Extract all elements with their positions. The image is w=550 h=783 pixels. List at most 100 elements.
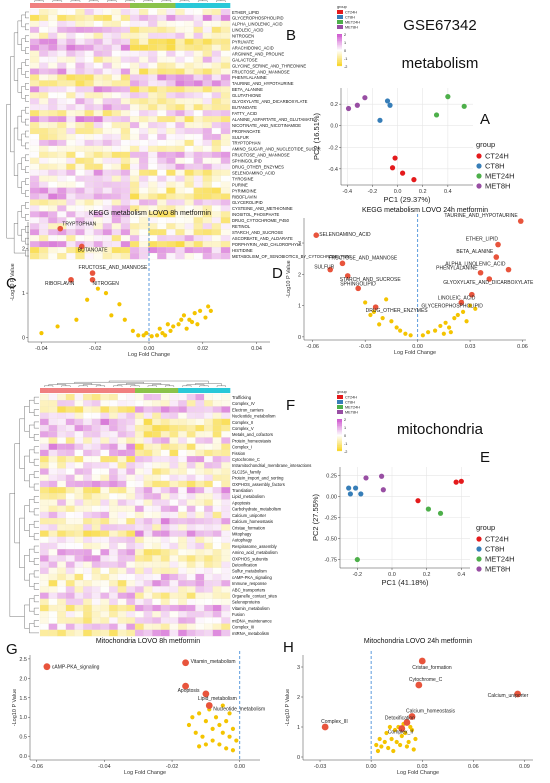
volcano-point	[391, 748, 396, 754]
heatmap-cell	[134, 406, 144, 413]
heatmap-cell	[160, 542, 170, 550]
heatmap-cell	[157, 50, 167, 57]
heatmap-cell	[166, 235, 176, 242]
heatmap-cell	[57, 549, 67, 556]
heatmap-cell	[75, 235, 85, 242]
heatmap-cell	[160, 586, 170, 593]
heatmap-cell	[202, 110, 213, 117]
heatmap-cell	[148, 98, 158, 105]
heatmap-cell	[195, 573, 205, 581]
volcano-point	[197, 308, 203, 313]
heatmap-cell	[184, 229, 194, 236]
heatmap-cell	[221, 555, 231, 562]
heatmap-cell	[57, 127, 67, 135]
volcano-point-label: Calcium_uniporter	[488, 693, 529, 699]
heatmap-cell	[111, 247, 122, 254]
heatmap-cell	[193, 74, 204, 81]
dendrogram-branch	[17, 163, 22, 188]
heatmap-cell	[100, 629, 110, 637]
volcano-point	[399, 733, 404, 739]
heatmap-cell	[175, 26, 185, 34]
heatmap-cell	[148, 145, 158, 153]
heatmap-row-label: SPHINGOLIPID	[232, 159, 262, 164]
volcano-point	[103, 291, 109, 296]
heatmap-cell	[195, 524, 205, 531]
heatmap-cell	[148, 8, 158, 16]
heatmap-cell	[143, 505, 153, 513]
heatmap-cell	[184, 14, 194, 22]
heatmap-cell	[148, 74, 158, 81]
heatmap-cell	[195, 617, 205, 624]
heatmap-cell	[134, 418, 144, 426]
volcano-point	[203, 719, 208, 724]
heatmap-cell	[134, 412, 144, 420]
volcano-point-label: BETA_ALANINE	[456, 249, 494, 255]
heatmap-cell	[66, 199, 76, 206]
volcano-point	[374, 742, 379, 748]
heatmap-cell	[65, 449, 75, 457]
heatmap-group-bar-cell	[66, 3, 76, 8]
heatmap-cell	[134, 611, 144, 618]
heatmap-cell	[193, 116, 204, 123]
heatmap-cell	[100, 592, 110, 600]
heatmap-cell	[211, 116, 222, 123]
heatmap-cell	[126, 468, 136, 475]
dendrogram-branch	[52, 0, 63, 2]
heatmap-group-bar-cell	[169, 388, 179, 393]
heatmap-cell	[48, 205, 58, 212]
heatmap-cell	[75, 169, 85, 176]
heatmap-cell	[143, 462, 153, 469]
heatmap-cell	[120, 26, 131, 34]
heatmap-cell	[84, 110, 94, 117]
pca-legend-marker	[476, 546, 482, 552]
heatmap-cell	[39, 235, 49, 242]
heatmap-cell	[48, 611, 58, 618]
heatmap-cell	[65, 611, 75, 618]
heatmap-cell	[166, 127, 176, 135]
volcano-point	[192, 311, 197, 316]
heatmap-cell	[93, 14, 104, 22]
heatmap-cell	[91, 617, 101, 624]
heatmap-cell	[129, 252, 140, 260]
heatmap-cell	[29, 163, 40, 170]
heatmap-cell	[169, 586, 179, 593]
volcano-significant-point	[89, 270, 96, 276]
heatmap-scale-bar	[337, 50, 342, 52]
heatmap-cell	[166, 139, 176, 147]
pca-legend-label: MET8H	[485, 182, 510, 191]
heatmap-cell	[221, 573, 231, 581]
heatmap-cell	[57, 104, 67, 111]
heatmap-cell	[48, 524, 58, 531]
heatmap-cell	[178, 611, 188, 618]
heatmap-cell	[169, 418, 179, 426]
heatmap-cell	[48, 449, 58, 457]
volcano-plot-d: KEGG metabolism LOVO 24h metformin-0.06-…	[286, 207, 534, 356]
heatmap-cell	[120, 104, 131, 111]
heatmap-cell	[57, 580, 67, 587]
volcano-point	[464, 319, 469, 324]
heatmap-cell	[160, 598, 170, 606]
dendrogram-branch	[88, 0, 99, 2]
dendrogram-branch	[21, 205, 26, 218]
heatmap-group-bar-cell	[178, 388, 188, 393]
heatmap-cell	[83, 393, 93, 401]
heatmap-cell	[120, 163, 131, 170]
heatmap-group-bar-cell	[83, 388, 93, 393]
dendrogram-branch	[29, 524, 35, 537]
heatmap-row-label: Lipid_metabolism	[232, 494, 265, 499]
dendrogram-branch	[147, 0, 167, 1]
heatmap-group-bar-cell	[204, 388, 214, 393]
heatmap-cell	[39, 598, 49, 606]
heatmap-cell	[74, 586, 84, 593]
y-tick-label: 1	[22, 291, 25, 297]
heatmap-cell	[102, 86, 113, 93]
heatmap-cell	[152, 549, 162, 556]
heatmap-cell	[148, 14, 158, 22]
heatmap-cell	[169, 573, 179, 581]
heatmap-cell	[74, 511, 84, 519]
heatmap-cell	[39, 524, 49, 531]
heatmap-group-bar-cell	[130, 3, 140, 8]
volcano-point	[117, 302, 122, 307]
heatmap-cell	[212, 400, 222, 407]
heatmap-scale-bar	[337, 51, 342, 53]
